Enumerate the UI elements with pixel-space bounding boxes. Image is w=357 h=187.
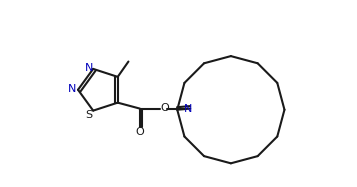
Text: O: O — [160, 103, 169, 113]
Text: N: N — [183, 104, 192, 114]
Text: O: O — [136, 127, 144, 137]
Text: N: N — [68, 84, 77, 94]
Text: N: N — [85, 63, 93, 73]
Text: S: S — [86, 110, 93, 120]
